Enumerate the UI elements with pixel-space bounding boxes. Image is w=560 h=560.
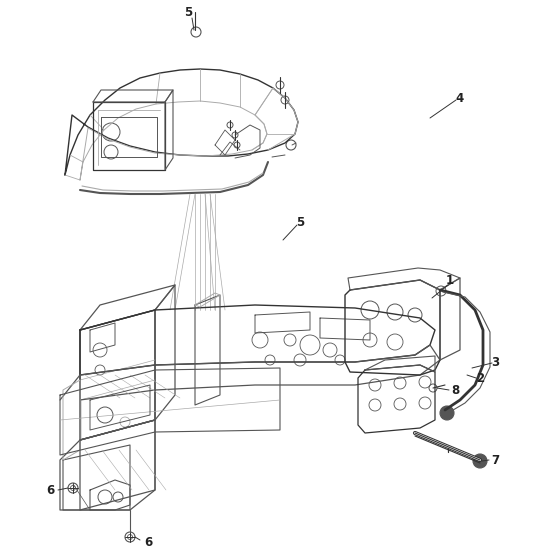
Text: 6: 6 [46, 483, 54, 497]
Text: 4: 4 [456, 91, 464, 105]
Text: 6: 6 [144, 535, 152, 548]
Text: 2: 2 [476, 371, 484, 385]
Circle shape [473, 454, 487, 468]
Text: 8: 8 [451, 384, 459, 396]
Text: 1: 1 [446, 273, 454, 287]
Text: 3: 3 [491, 356, 499, 368]
Text: 5: 5 [184, 6, 192, 18]
Circle shape [440, 406, 454, 420]
Text: 7: 7 [491, 454, 499, 466]
Text: 5: 5 [296, 216, 304, 228]
